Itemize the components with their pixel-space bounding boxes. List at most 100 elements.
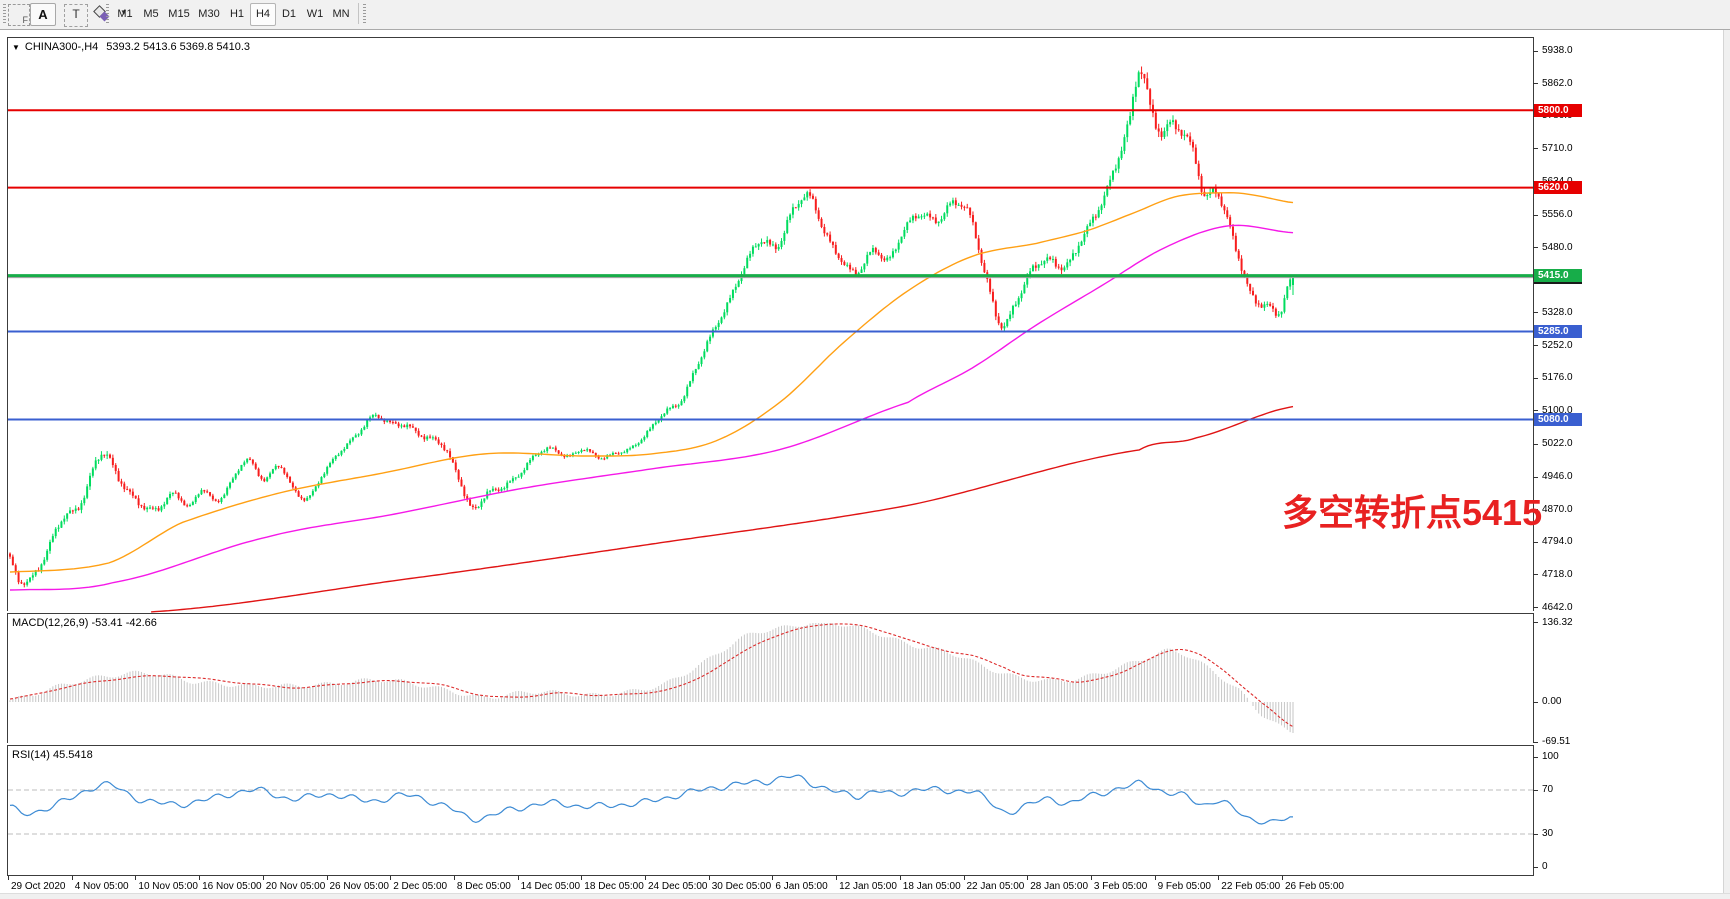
time-axis-tick [1218, 876, 1220, 880]
time-axis-tick [1090, 876, 1092, 880]
time-axis-tick [71, 876, 73, 880]
time-axis-tick [1154, 876, 1156, 880]
font-frame-icon[interactable]: F [8, 4, 30, 26]
macd-histogram [9, 622, 1294, 733]
time-axis-label: 16 Nov 05:00 [202, 881, 262, 892]
time-axis-label: 20 Nov 05:00 [265, 881, 326, 892]
rsi-tick-label: 100 [1542, 751, 1559, 762]
hline-price-tag[interactable]: 5080.0 [1534, 413, 1582, 426]
chevron-down-icon: ▾ [121, 7, 126, 17]
timeframe-button-mn[interactable]: MN [328, 3, 354, 26]
time-axis-tick [453, 876, 455, 880]
price-axis-tick [1533, 410, 1538, 412]
time-axis-label: 12 Jan 05:00 [839, 881, 897, 892]
rsi-indicator-panel[interactable] [7, 745, 1534, 876]
macd-tick-label: -69.51 [1542, 736, 1571, 748]
hline-price-tag[interactable]: 5800.0 [1534, 103, 1582, 117]
time-axis-tick [390, 876, 392, 880]
price-tick-label: 4946.0 [1542, 471, 1573, 483]
price-tick-label: 4718.0 [1542, 568, 1573, 580]
price-axis-tick [1533, 50, 1538, 52]
time-axis-label: 22 Jan 05:00 [966, 881, 1025, 892]
macd-axis-tick [1533, 741, 1538, 743]
rsi [8, 774, 1533, 835]
symbol-period-label: CHINA300-,H4 [24, 41, 99, 53]
timeframe-button-d1[interactable]: D1 [276, 3, 302, 26]
price-tick-label: 5938.0 [1542, 45, 1573, 56]
toolbar-grip[interactable] [106, 4, 109, 25]
timeframe-button-m1[interactable]: M1 [112, 3, 138, 26]
price-axis-tick [1533, 443, 1538, 445]
hline-price-tag[interactable]: 5415.0 [1534, 269, 1582, 283]
price-tick-label: 4794.0 [1542, 536, 1573, 548]
price-tick-label: 5862.0 [1542, 77, 1573, 89]
chart-text-annotation[interactable]: 多空转折点5415 [1282, 492, 1543, 533]
price-tick-label: 5176.0 [1542, 372, 1573, 384]
moving-averages [9, 191, 1294, 613]
hline-price-tag[interactable]: 5285.0 [1534, 324, 1582, 338]
main-chart-panel[interactable] [7, 37, 1534, 612]
timeframe-button-h4[interactable]: H4 [250, 3, 276, 26]
shapes-dropdown-button[interactable]: ▾ [92, 4, 126, 25]
timeframe-button-m5[interactable]: M5 [138, 3, 164, 26]
time-axis-tick [517, 876, 519, 880]
text-tool-button[interactable]: T [64, 4, 88, 27]
rsi-axis-tick [1533, 833, 1538, 835]
text-tool-label: T [72, 7, 80, 21]
time-axis-label: 26 Feb 05:00 [1285, 881, 1344, 892]
symbol-dropdown-icon[interactable]: ▼ [12, 43, 20, 52]
time-axis-label: 6 Jan 05:00 [775, 881, 828, 892]
price-axis-tick [1533, 476, 1538, 478]
price-tick-label: 5634.0 [1542, 176, 1573, 187]
rsi-axis-tick [1533, 866, 1538, 868]
rsi-line [9, 774, 1294, 825]
time-axis-label: 22 Feb 05:00 [1221, 881, 1281, 892]
price-tick-label: 5328.0 [1542, 306, 1573, 318]
macd-tick-label: 0.00 [1542, 696, 1562, 707]
price-axis-tick [1533, 247, 1538, 249]
rsi-label: RSI(14) 45.5418 [12, 749, 93, 761]
rsi-axis-tick [1533, 789, 1538, 791]
price-axis-tick [1533, 541, 1538, 543]
timeframe-button-m30[interactable]: M30 [194, 3, 224, 26]
panel-separator[interactable] [7, 611, 1534, 613]
macd-axis-tick [1533, 701, 1538, 703]
toolbar-grip[interactable] [363, 4, 366, 25]
time-axis-label: 29 Oct 2020 [11, 881, 66, 892]
time-axis-label: 18 Jan 05:00 [902, 881, 961, 892]
macd-axis-tick [1533, 622, 1538, 624]
price-tick-label: 5710.0 [1542, 142, 1573, 154]
price-axis-tick [1533, 607, 1538, 609]
price-axis[interactable]: 5938.05862.05786.05710.05634.05556.05480… [1533, 0, 1723, 876]
time-axis-label: 26 Nov 05:00 [329, 881, 390, 892]
time-axis[interactable]: 29 Oct 2020 4 Nov 05:00 10 Nov 05:00 16 Nov… [0, 876, 1730, 898]
toolbar-grip[interactable] [3, 4, 6, 25]
time-axis-tick [8, 876, 9, 880]
rsi-tick-label: 30 [1542, 828, 1554, 839]
time-axis-tick [135, 876, 137, 880]
time-axis-tick [772, 876, 774, 880]
timeframe-button-h1[interactable]: H1 [224, 3, 250, 26]
macd-signal-line [9, 623, 1294, 728]
time-axis-tick [581, 876, 583, 880]
ma-medium-magenta [9, 224, 1294, 591]
panel-separator[interactable] [7, 743, 1534, 745]
time-axis-label: 30 Dec 05:00 [711, 881, 772, 892]
hline-price-tag[interactable]: 5620.0 [1534, 181, 1582, 195]
window-right-edge [1723, 29, 1730, 898]
time-axis-label: 10 Nov 05:00 [138, 881, 198, 892]
font-frame-icon-label: F [22, 15, 29, 25]
price-axis-tick [1533, 377, 1538, 379]
timeframe-button-m15[interactable]: M15 [164, 3, 194, 26]
text-label-tool-button[interactable]: A [30, 3, 56, 26]
price-axis-tick [1533, 83, 1538, 85]
timeframe-button-w1[interactable]: W1 [302, 3, 328, 26]
macd-tick-label: 136.32 [1542, 616, 1573, 628]
time-axis-tick [1027, 876, 1029, 880]
price-axis-tick [1533, 148, 1538, 150]
time-axis-tick [836, 876, 838, 880]
price-axis-tick [1533, 574, 1538, 576]
toolbar: F A T ▾ M1 M5 M15 M30 H1 H4 D1 W1 MN [0, 0, 1730, 30]
